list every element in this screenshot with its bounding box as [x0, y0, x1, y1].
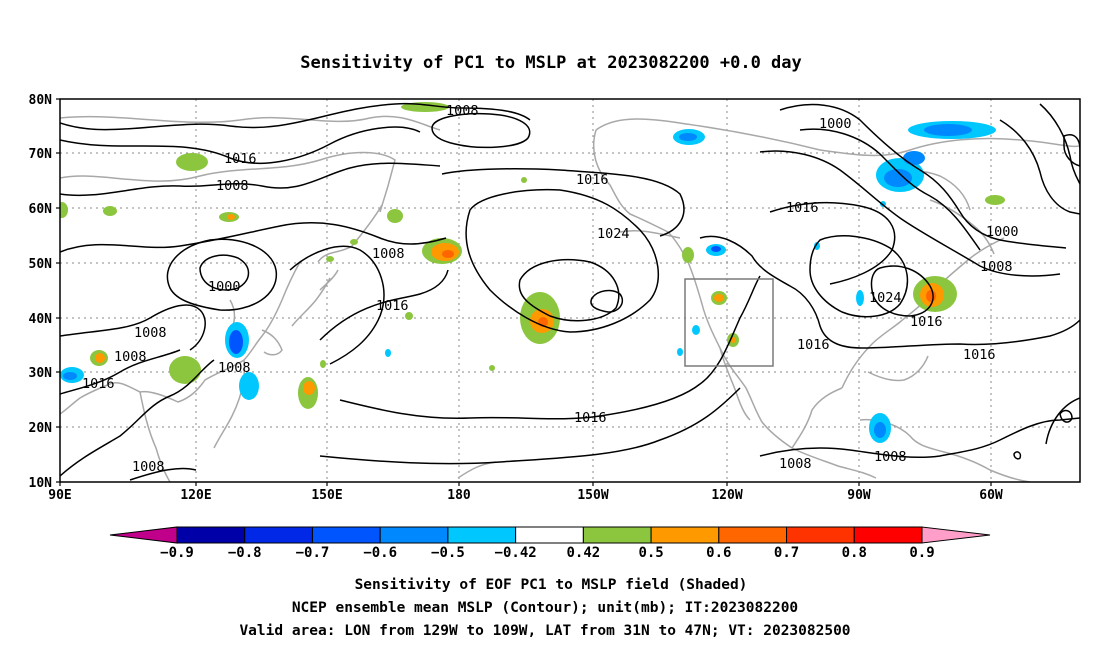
contour-label: 1016 — [963, 347, 996, 363]
contour-label: 1016 — [82, 376, 115, 392]
lon-label: 120E — [180, 488, 211, 503]
lat-label: 50N — [29, 257, 53, 272]
contour-label: 1000 — [819, 116, 852, 132]
graticule — [60, 99, 1080, 482]
lat-label: 10N — [29, 476, 53, 491]
colorbar-bin — [515, 526, 584, 544]
colorbar-bin — [379, 526, 449, 544]
caption-line-3: Valid area: LON from 129W to 109W, LAT f… — [239, 623, 850, 639]
contour-label: 1016 — [786, 200, 819, 216]
contour-label: 1008 — [372, 246, 405, 262]
lat-label: 20N — [29, 421, 53, 436]
captions: Sensitivity of EOF PC1 to MSLP field (Sh… — [239, 577, 850, 639]
contour-label: 1008 — [779, 456, 812, 472]
lon-label: 150W — [577, 488, 608, 503]
lon-label: 90E — [48, 488, 71, 503]
contour-label: 1008 — [980, 259, 1013, 275]
contour-label: 1000 — [986, 224, 1019, 240]
colorbar-low-end — [109, 526, 178, 544]
contour-label: 1024 — [597, 226, 630, 242]
colorbar-tick-label: −0.42 — [495, 545, 537, 561]
lon-label: 150E — [311, 488, 342, 503]
sensitivity-shading — [60, 102, 1005, 443]
contour-label: 1008 — [216, 178, 249, 194]
colorbar-tick-label: −0.9 — [160, 545, 194, 561]
colorbar-tick-label: −0.5 — [431, 545, 465, 561]
longitude-labels: 90E 120E 150E 180 150W 120W 90W 60W — [48, 488, 1003, 503]
contour-label: 1008 — [874, 449, 907, 465]
map-panel: 1008 1016 1008 1000 1008 1008 1016 1008 … — [29, 93, 1081, 503]
contour-label: 1016 — [576, 172, 609, 188]
colorbar-tick-label: 0.5 — [638, 545, 663, 561]
contour-label: 1008 — [218, 360, 251, 376]
colorbar-bin — [786, 526, 855, 544]
contour-label: 1016 — [910, 314, 943, 330]
contour-label: 1016 — [224, 151, 257, 167]
colorbar: −0.9 −0.8 −0.7 −0.6 −0.5 −0.42 0.42 0.5 0.6 0.7 0.… — [109, 526, 991, 561]
colorbar-tick-labels: −0.9 −0.8 −0.7 −0.6 −0.5 −0.42 0.42 0.5 0.6 0.7 0.… — [160, 545, 935, 561]
caption-line-2: NCEP ensemble mean MSLP (Contour); unit(… — [292, 600, 798, 616]
mslp-contours — [60, 102, 1080, 481]
coastlines — [60, 115, 1080, 482]
contour-label: 1024 — [869, 290, 902, 306]
contour-label: 1016 — [376, 298, 409, 314]
contour-label: 1016 — [574, 410, 607, 426]
contour-label: 1000 — [208, 279, 241, 295]
colorbar-tick-label: −0.6 — [363, 545, 397, 561]
contour-label: 1008 — [134, 325, 167, 341]
colorbar-bin — [311, 526, 381, 544]
colorbar-tick-label: 0.42 — [567, 545, 601, 561]
colorbar-bin — [582, 526, 652, 544]
lon-label: 180 — [447, 488, 471, 503]
lon-label: 120W — [711, 488, 742, 503]
colorbar-tick-label: 0.6 — [706, 545, 731, 561]
colorbar-bin — [447, 526, 517, 544]
lat-label: 30N — [29, 366, 53, 381]
colorbar-bin — [176, 526, 246, 544]
valid-area-box — [684, 278, 774, 367]
colorbar-bin — [244, 526, 313, 544]
colorbar-tick-label: −0.7 — [296, 545, 330, 561]
colorbar-tick-label: 0.8 — [842, 545, 867, 561]
colorbar-tick-label: 0.9 — [909, 545, 934, 561]
lat-label: 80N — [29, 93, 53, 108]
lat-label: 60N — [29, 202, 53, 217]
lon-label: 60W — [979, 488, 1003, 503]
figure-title: Sensitivity of PC1 to MSLP at 2023082200… — [300, 53, 802, 73]
colorbar-tick-label: 0.7 — [774, 545, 799, 561]
contour-labels: 1008 1016 1008 1000 1008 1008 1016 1008 … — [82, 103, 1019, 475]
colorbar-high-end — [921, 526, 991, 544]
lat-label: 40N — [29, 312, 53, 327]
contour-label: 1008 — [446, 103, 479, 119]
caption-line-1: Sensitivity of EOF PC1 to MSLP field (Sh… — [355, 577, 748, 593]
lon-label: 90W — [847, 488, 871, 503]
colorbar-bin — [853, 526, 923, 544]
colorbar-bin — [718, 526, 788, 544]
contour-label: 1008 — [132, 459, 165, 475]
colorbar-bin — [650, 526, 720, 544]
contour-label: 1016 — [797, 337, 830, 353]
axis-ticks — [56, 98, 992, 486]
lat-label: 70N — [29, 147, 53, 162]
colorbar-tick-label: −0.8 — [228, 545, 262, 561]
contour-label: 1008 — [114, 349, 147, 365]
map-frame — [59, 98, 1081, 483]
latitude-labels: 80N 70N 60N 50N 40N 30N 20N 10N — [29, 93, 53, 491]
